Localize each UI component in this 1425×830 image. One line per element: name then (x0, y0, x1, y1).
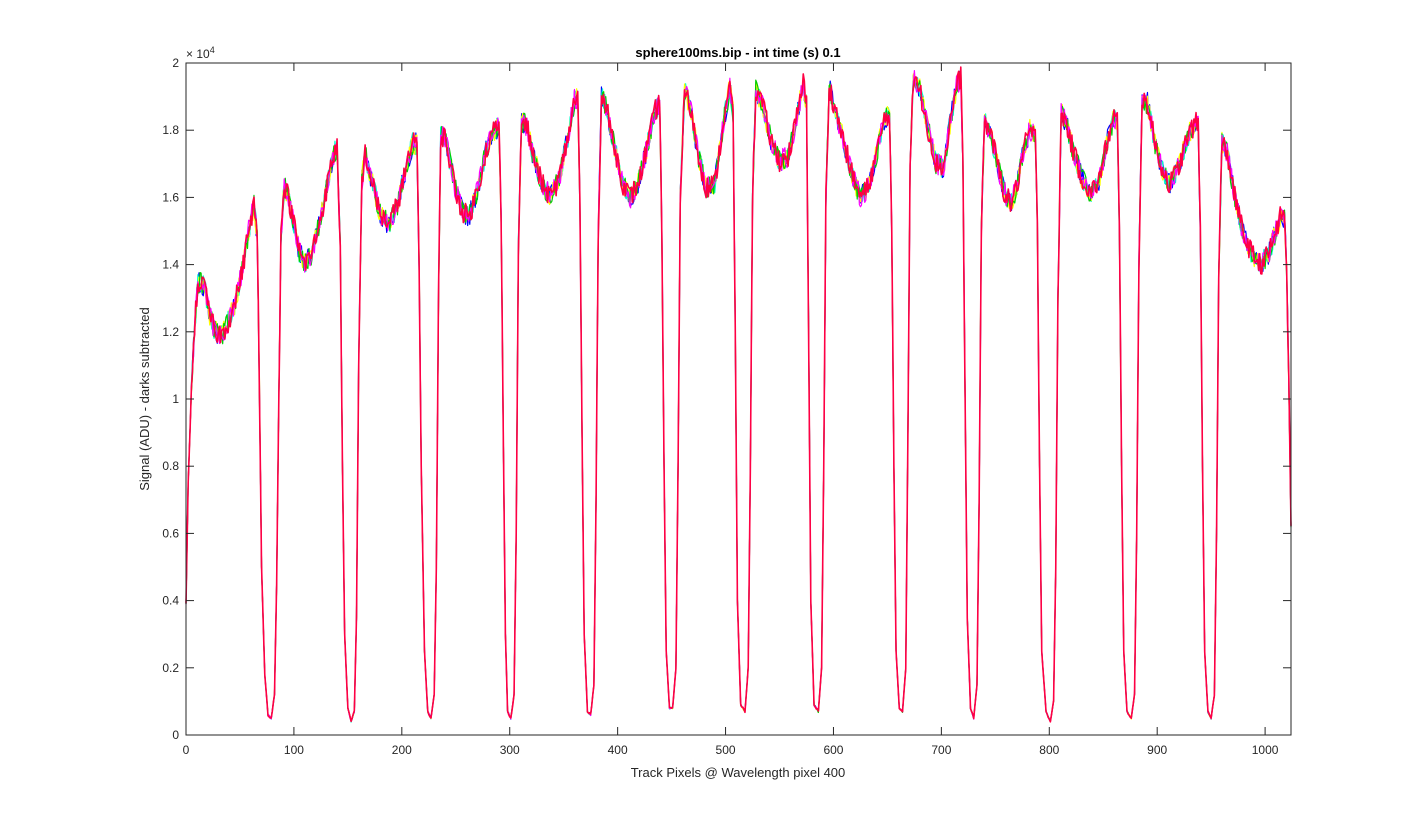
x-axis-ticks: 0 100 200 300 400 500 600 700 800 900 1000 (183, 63, 1279, 757)
y-tick-label: 1.8 (162, 123, 179, 137)
x-tick-label: 300 (500, 743, 520, 757)
x-tick-label: 1000 (1252, 743, 1279, 757)
x-tick-label: 100 (284, 743, 304, 757)
y-axis-label: Signal (ADU) - darks subtracted (137, 307, 152, 491)
y-axis-ticks: 0 0.2 0.4 0.6 0.8 1 1.2 1.4 1.6 1.8 2 (162, 56, 1291, 742)
y-axis-exponent-base: × 10 (186, 47, 210, 61)
x-tick-label: 500 (716, 743, 736, 757)
x-tick-label: 600 (823, 743, 843, 757)
y-tick-label: 1 (172, 392, 179, 406)
series-layer (185, 66, 1292, 723)
x-tick-label: 200 (392, 743, 412, 757)
y-tick-label: 0.8 (162, 459, 179, 473)
y-tick-label: 0.6 (162, 526, 179, 540)
x-tick-label: 700 (931, 743, 951, 757)
x-tick-label: 800 (1039, 743, 1059, 757)
y-axis-exponent-power: 4 (210, 45, 215, 55)
x-tick-label: 400 (608, 743, 628, 757)
chart-title: sphere100ms.bip - int time (s) 0.1 (635, 45, 840, 60)
y-tick-label: 0.4 (162, 594, 179, 608)
y-tick-label: 1.2 (162, 325, 179, 339)
x-axis-label: Track Pixels @ Wavelength pixel 400 (631, 765, 846, 780)
y-axis-exponent: × 104 (186, 45, 215, 61)
y-tick-label: 0 (172, 728, 179, 742)
y-tick-label: 2 (172, 56, 179, 70)
x-tick-label: 900 (1147, 743, 1167, 757)
y-tick-label: 1.4 (162, 258, 179, 272)
y-tick-label: 0.2 (162, 661, 179, 675)
x-tick-label: 0 (183, 743, 190, 757)
y-tick-label: 1.6 (162, 190, 179, 204)
series-line-6 (185, 66, 1292, 723)
